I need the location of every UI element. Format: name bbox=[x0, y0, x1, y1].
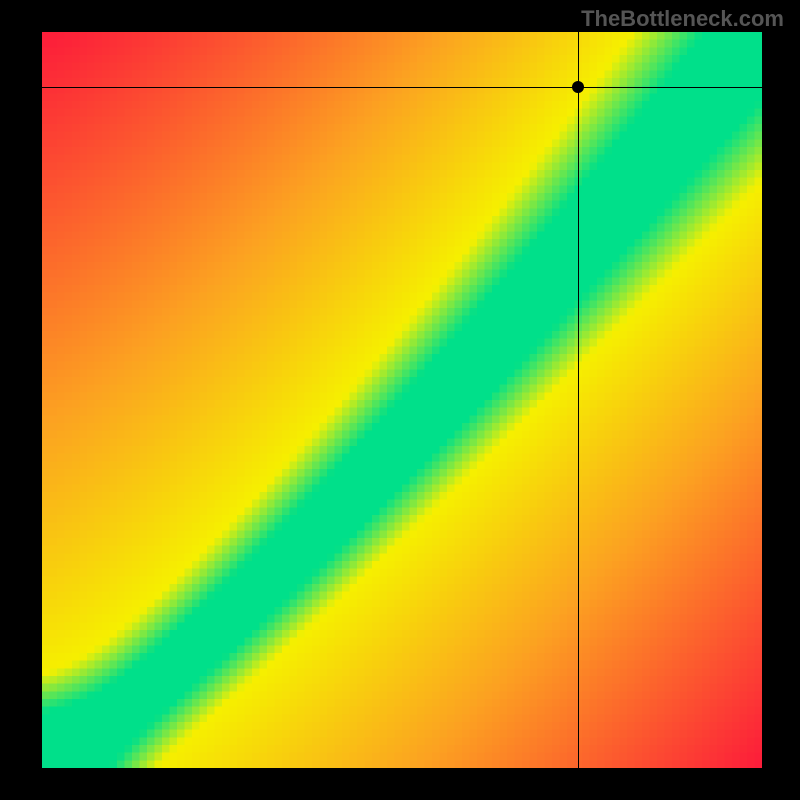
crosshair-vertical bbox=[578, 32, 579, 768]
crosshair-horizontal bbox=[42, 87, 762, 88]
heatmap-plot bbox=[42, 32, 762, 768]
attribution-text: TheBottleneck.com bbox=[581, 6, 784, 32]
crosshair-marker-dot bbox=[572, 81, 584, 93]
heatmap-canvas bbox=[42, 32, 762, 768]
